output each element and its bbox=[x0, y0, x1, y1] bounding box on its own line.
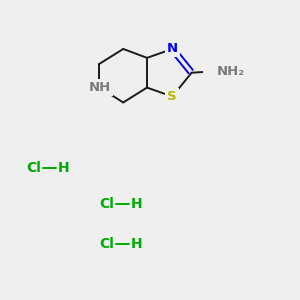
Text: Cl: Cl bbox=[100, 196, 114, 211]
Text: S: S bbox=[167, 90, 177, 103]
Text: Cl: Cl bbox=[100, 237, 114, 250]
Text: H: H bbox=[58, 161, 70, 175]
Text: N: N bbox=[167, 42, 178, 56]
Text: H: H bbox=[131, 196, 142, 211]
Text: NH: NH bbox=[88, 81, 111, 94]
Text: H: H bbox=[131, 237, 142, 250]
Text: NH₂: NH₂ bbox=[217, 65, 245, 78]
Text: Cl: Cl bbox=[27, 161, 41, 175]
